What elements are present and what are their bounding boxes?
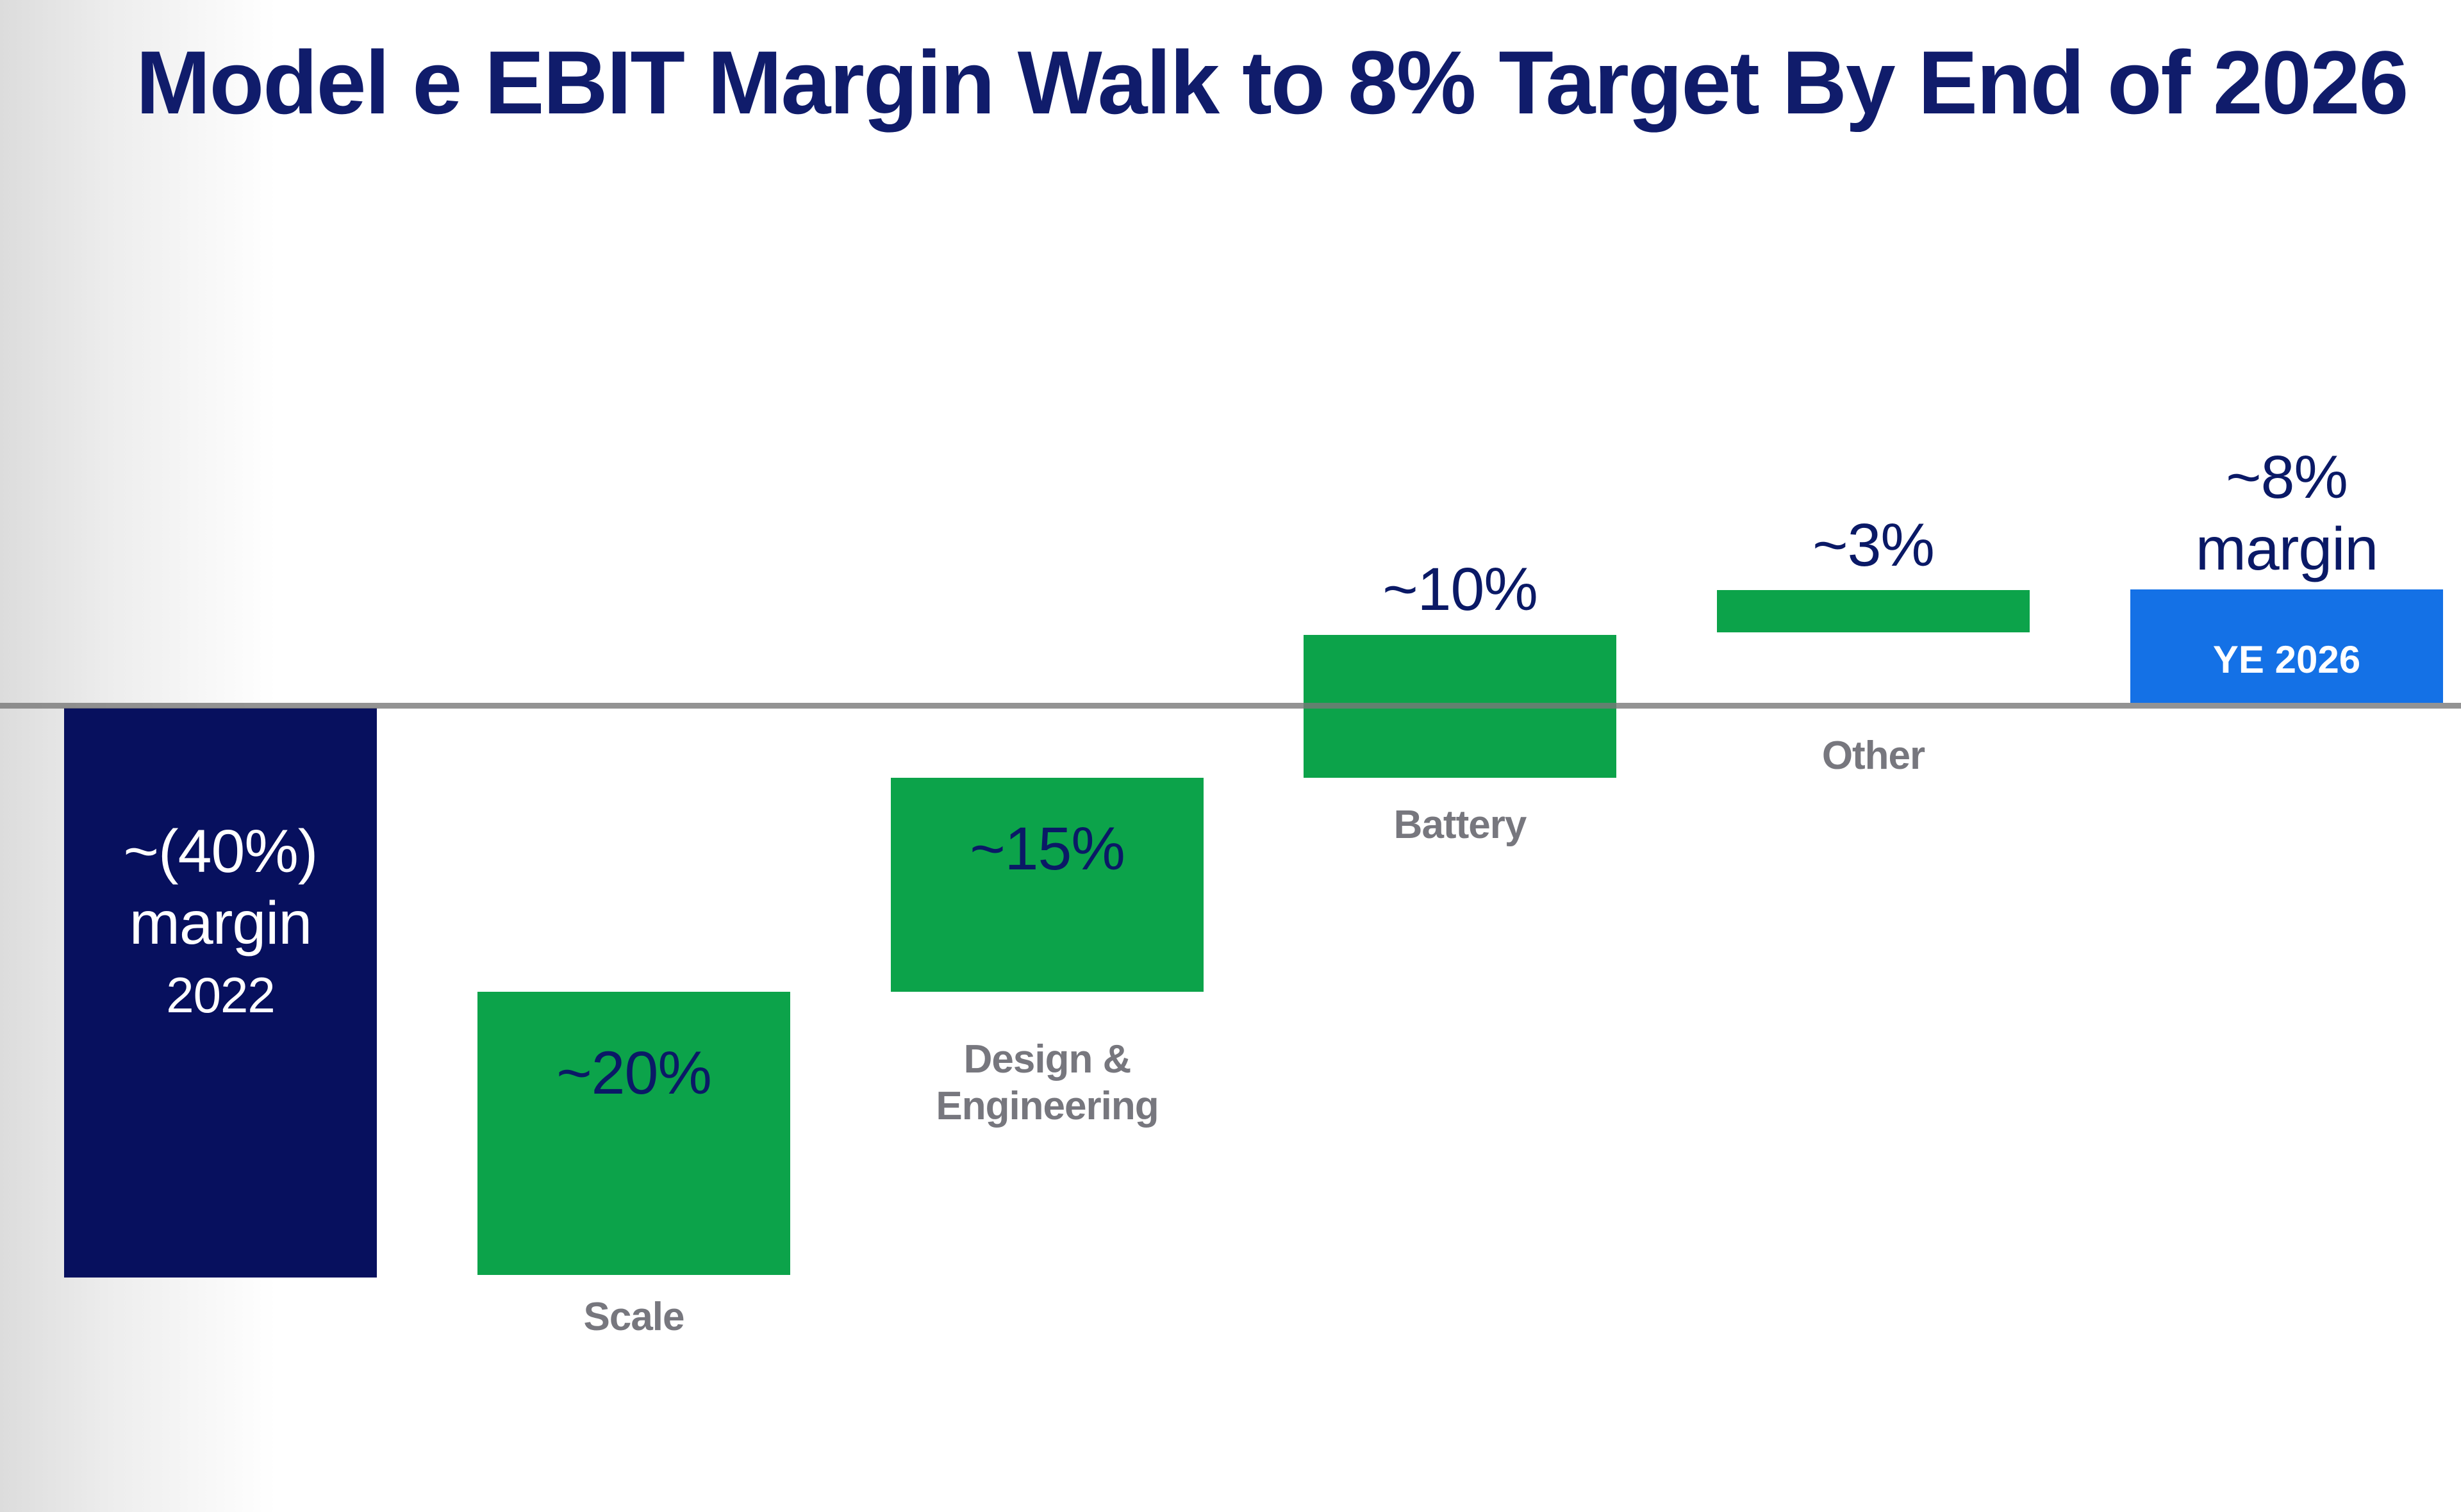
bar-2022-start — [64, 708, 377, 1278]
ye2026-bar-label: YE 2026 — [2212, 638, 2361, 681]
bar-scale — [477, 992, 790, 1275]
scale-value-label: ~20% — [556, 1039, 712, 1107]
zero-baseline — [0, 703, 2461, 709]
chart-title: Model e EBIT Margin Walk to 8% Target By… — [136, 32, 2408, 133]
bar-2022-value-line1: ~(40%) — [123, 818, 319, 885]
design-engineering-category-line1: Design & — [963, 1037, 1132, 1081]
other-value-label: ~3% — [1812, 511, 1935, 579]
bar-2022-value-line2: margin — [129, 889, 312, 957]
bar-2022-year: 2022 — [166, 967, 276, 1023]
design-engineering-category-line2: Engineering — [936, 1084, 1159, 1128]
design-engineering-value-label: ~15% — [970, 815, 1125, 883]
bar-2022-value-label: ~(40%) margin 2022 — [64, 816, 377, 1031]
scale-category-label: Scale — [583, 1295, 684, 1339]
battery-category-label: Battery — [1393, 803, 1527, 847]
ye2026-value-line1: ~8% — [2226, 443, 2348, 511]
design-engineering-category-label: Design & Engineering — [891, 1036, 1204, 1130]
bar-other — [1717, 590, 2030, 632]
battery-value-label: ~10% — [1382, 555, 1538, 623]
ye2026-value-line2: margin — [2195, 515, 2378, 583]
other-category-label: Other — [1821, 734, 1925, 778]
bar-design-engineering — [891, 778, 1204, 992]
bar-ye2026-total: YE 2026 — [2130, 589, 2443, 703]
ye2026-value-label: ~8% margin — [2130, 441, 2443, 585]
